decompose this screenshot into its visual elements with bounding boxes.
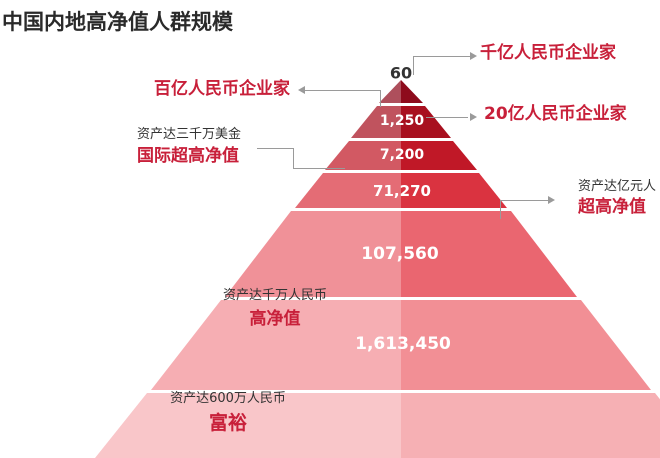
connector-ershiyi	[426, 117, 468, 119]
pyramid-tier-3-left	[295, 173, 401, 208]
pyramid-tier-0-right	[401, 80, 423, 103]
callout-chaogao-sub: 资产达亿元人	[578, 179, 657, 194]
level-value-0: 60	[389, 63, 413, 83]
pyramid-tier-3-right	[401, 173, 507, 208]
callout-qianyi-main: 千亿人民币企业家	[480, 43, 616, 63]
callout-guoji-sub: 资产达三千万美金	[137, 127, 242, 142]
level-value-1: 1,250	[379, 113, 425, 129]
callout-gaojing-sub: 资产达千万人民币	[222, 288, 327, 303]
pyramid-tier-1-left	[351, 106, 401, 138]
pyramid-tier-5-right	[401, 300, 651, 390]
pyramid-tier-4-left	[225, 211, 401, 297]
callout-ershiyi: 20亿人民币企业家	[484, 104, 627, 125]
callout-fuyu-main: 富裕	[208, 411, 247, 434]
level-value-5: 1,613,450	[355, 334, 451, 354]
callout-ershiyi-main: 20亿人民币企业家	[484, 104, 627, 124]
connector-qianyi	[413, 56, 471, 75]
level-value-4: 107,560	[361, 244, 439, 264]
pyramid-tier-5-left	[151, 300, 401, 390]
pyramid-tier-4-right	[401, 211, 577, 297]
page-title: 中国内地高净值人群规模	[2, 10, 233, 34]
connector-baiyi-arrow	[298, 86, 305, 94]
pyramid-tier-1-right	[401, 106, 451, 138]
callout-gaojing: 资产达千万人民币 高净值	[200, 288, 350, 329]
callout-fuyu: 资产达600万人民币 富裕	[148, 391, 308, 435]
connector-guoji	[257, 148, 294, 169]
pyramid-tier-0-left	[379, 80, 401, 103]
callout-fuyu-sub: 资产达600万人民币	[170, 391, 286, 406]
level-value-2: 7,200	[379, 147, 425, 163]
pyramid-tier-2-left	[325, 141, 401, 170]
connector-chaogao-arrow	[548, 196, 555, 204]
pyramid-tier-6-left	[95, 393, 401, 458]
connector-qianyi-arrow	[470, 52, 477, 60]
callout-chaogao: 资产达亿元人 超高净值	[578, 179, 657, 217]
callout-guoji-main: 国际超高净值	[137, 145, 239, 166]
pyramid-tier-6-right	[401, 393, 660, 458]
level-value-3: 71,270	[373, 182, 431, 200]
connector-ershiyi-arrow	[470, 113, 477, 121]
connector-guoji-h	[293, 168, 345, 170]
callout-gaojing-main: 高净值	[249, 308, 301, 329]
pyramid-tier-2-right	[401, 141, 477, 170]
connector-baiyi	[305, 90, 381, 107]
callout-qianyi: 千亿人民币企业家	[480, 43, 616, 64]
connector-chaogao	[500, 200, 549, 219]
callout-baiyi: 百亿人民币企业家	[154, 79, 290, 100]
callout-chaogao-main: 超高净值	[578, 196, 646, 217]
callout-baiyi-main: 百亿人民币企业家	[154, 79, 290, 99]
callout-guoji: 资产达三千万美金 国际超高净值	[137, 127, 242, 166]
